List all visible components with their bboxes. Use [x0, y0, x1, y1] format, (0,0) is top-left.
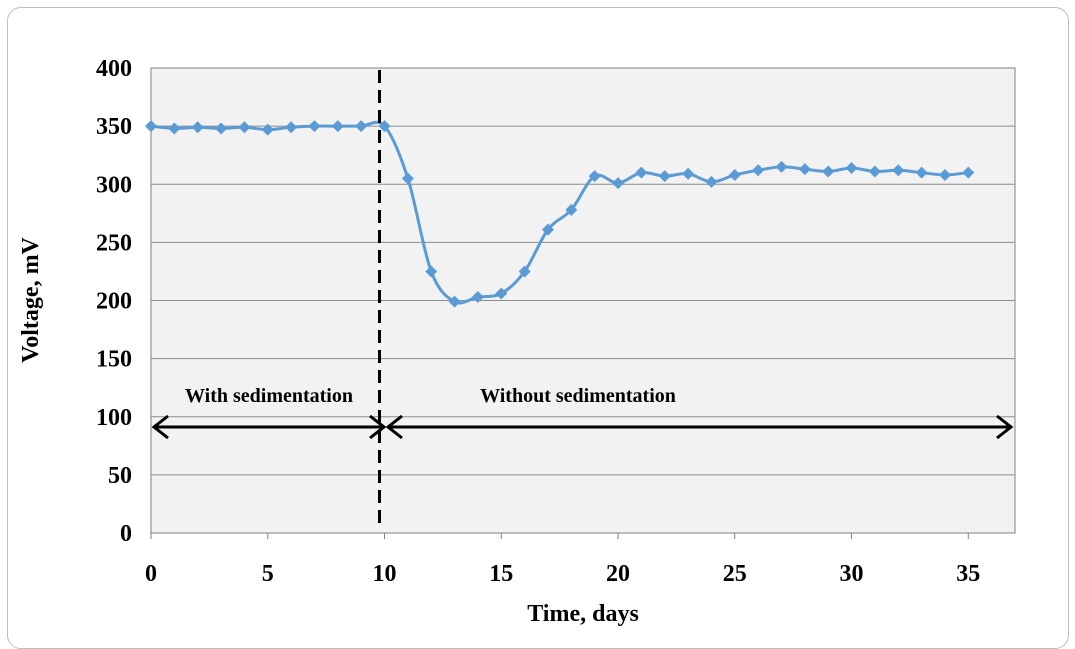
arrow-head-right: [996, 414, 1014, 440]
data-point: [145, 120, 157, 133]
data-point: [285, 121, 298, 134]
data-point: [798, 163, 811, 176]
y-tick-label: 300: [96, 172, 132, 198]
gridlines: [150, 125, 1015, 539]
data-point: [448, 295, 461, 308]
data-point: [495, 287, 508, 300]
x-tick-label: 20: [606, 561, 630, 587]
data-point: [728, 168, 741, 181]
x-tick-label: 25: [723, 561, 747, 587]
data-point: [191, 121, 204, 134]
data-point: [845, 161, 858, 174]
data-point: [682, 167, 695, 180]
x-tick-label: 10: [373, 561, 397, 587]
annotation-group: With sedimentation Without sedimentation: [151, 385, 1014, 440]
annotation-label: Without sedimentation: [480, 385, 676, 407]
data-point: [752, 164, 765, 177]
data-point: [658, 170, 671, 183]
x-tick-label: 30: [840, 561, 864, 587]
y-tick-label: 400: [96, 56, 132, 82]
annotation-label: With sedimentation: [185, 385, 353, 407]
data-point: [775, 160, 788, 173]
data-point: [215, 122, 228, 135]
y-tick-label: 100: [96, 405, 132, 431]
arrow-head-left: [385, 414, 403, 440]
data-point: [938, 168, 951, 181]
data-point: [612, 177, 625, 190]
data-point: [168, 122, 181, 135]
data-point: [308, 120, 321, 133]
series-group: [145, 120, 975, 308]
arrow-head-right: [369, 414, 387, 440]
arrow-head-left: [151, 414, 169, 440]
y-tick-label: 50: [108, 463, 132, 489]
data-point: [868, 165, 881, 178]
x-tick-labels: 0 5 10 15 20 25 30 35: [145, 561, 980, 587]
y-tick-label: 0: [120, 521, 132, 547]
x-tick-label: 15: [489, 561, 513, 587]
data-point: [892, 164, 905, 177]
data-point: [425, 265, 438, 278]
data-point: [915, 166, 928, 179]
data-point: [238, 121, 251, 134]
y-tick-label: 200: [96, 289, 132, 315]
data-point: [355, 120, 368, 133]
data-point: [565, 203, 578, 216]
data-point: [635, 166, 648, 179]
y-axis-label: Voltage, mV: [18, 236, 44, 362]
y-tick-label: 350: [96, 114, 132, 140]
data-point: [705, 175, 718, 188]
x-axis-label: Time, days: [527, 601, 639, 627]
data-point: [401, 172, 414, 185]
x-tick-label: 35: [956, 561, 980, 587]
data-point: [518, 265, 531, 278]
x-tick-label: 0: [145, 561, 157, 587]
data-point: [471, 291, 484, 304]
data-point: [378, 120, 391, 133]
data-point: [261, 123, 274, 136]
y-tick-labels: 0 50 100 150 200 250 300 350 400: [96, 56, 132, 547]
x-tick-label: 5: [262, 561, 274, 587]
data-point: [331, 120, 344, 133]
y-tick-label: 250: [96, 230, 132, 256]
y-tick-label: 150: [96, 347, 132, 373]
data-point: [588, 170, 601, 183]
data-point: [541, 223, 554, 236]
data-point: [822, 165, 835, 178]
data-point: [962, 166, 975, 179]
